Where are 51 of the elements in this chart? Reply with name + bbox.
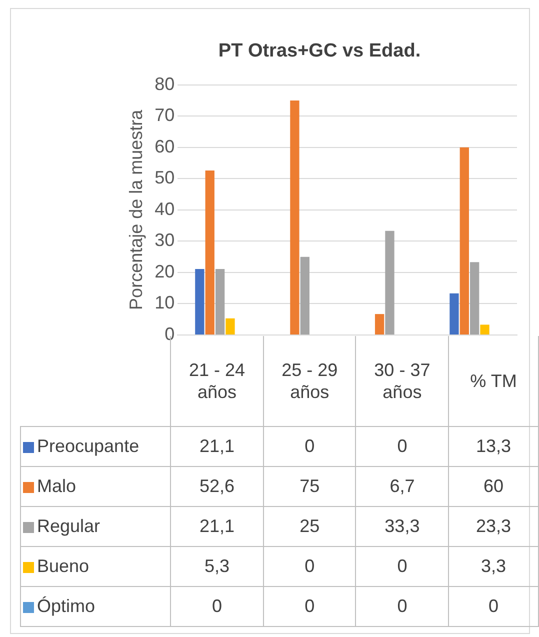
bar [205, 170, 214, 334]
data-label: 60 [448, 466, 538, 506]
legend-label: Preocupante [20, 426, 171, 466]
data-label: 0 [356, 426, 448, 466]
data-label: 52,6 [170, 466, 264, 506]
data-label: 21,1 [170, 506, 264, 546]
x-tick-label: 25 - 29 años [263, 336, 356, 426]
bar [385, 230, 394, 334]
bar [480, 324, 490, 334]
bar [226, 318, 235, 334]
y-tick-label: 70 [154, 105, 175, 126]
y-tick-label: 20 [154, 261, 175, 282]
y-tick-label: 60 [154, 136, 175, 156]
legend-label: Regular [20, 506, 171, 546]
data-label: 0 [356, 546, 448, 586]
bar [470, 262, 480, 334]
x-tick-label: 21 - 24 años [188, 360, 246, 402]
y-tick-label: 30 [154, 230, 175, 250]
data-label: 0 [448, 586, 538, 626]
data-label: 3,3 [448, 546, 538, 586]
data-label: 0 [263, 426, 356, 466]
x-tick-label: 30 - 37 años [356, 336, 448, 426]
data-label: 13,3 [448, 426, 538, 466]
chart-title: PT Otras+GC vs Edad. [218, 40, 421, 62]
bar [300, 256, 310, 334]
y-tick-label: 40 [154, 198, 175, 219]
bar [215, 269, 225, 334]
data-label: 5,3 [170, 546, 264, 586]
data-label: 23,3 [448, 506, 538, 546]
data-label: 6,7 [356, 466, 448, 506]
x-tick-label: % TM [448, 336, 538, 426]
data-label: 25 [263, 506, 356, 546]
y-tick-label: 80 [154, 74, 175, 94]
bar [290, 100, 300, 334]
bar [374, 314, 384, 334]
bar [460, 147, 469, 334]
data-label: 0 [263, 586, 356, 626]
legend-label: Bueno [20, 546, 171, 586]
data-label: 0 [356, 586, 448, 626]
y-tick-label: 0 [164, 324, 175, 344]
legend-label: Óptimo [20, 586, 171, 626]
bar [450, 293, 459, 334]
data-label: 75 [263, 466, 356, 506]
y-axis-title: Porcentaje de la muestra [126, 108, 146, 310]
y-tick-label: 10 [154, 292, 175, 313]
y-tick-label: 50 [154, 168, 175, 188]
data-label: 21,1 [170, 426, 264, 466]
data-label: 33,3 [356, 506, 448, 546]
legend-label: Malo [20, 466, 171, 506]
bar [195, 269, 204, 334]
data-label: 0 [263, 546, 356, 586]
